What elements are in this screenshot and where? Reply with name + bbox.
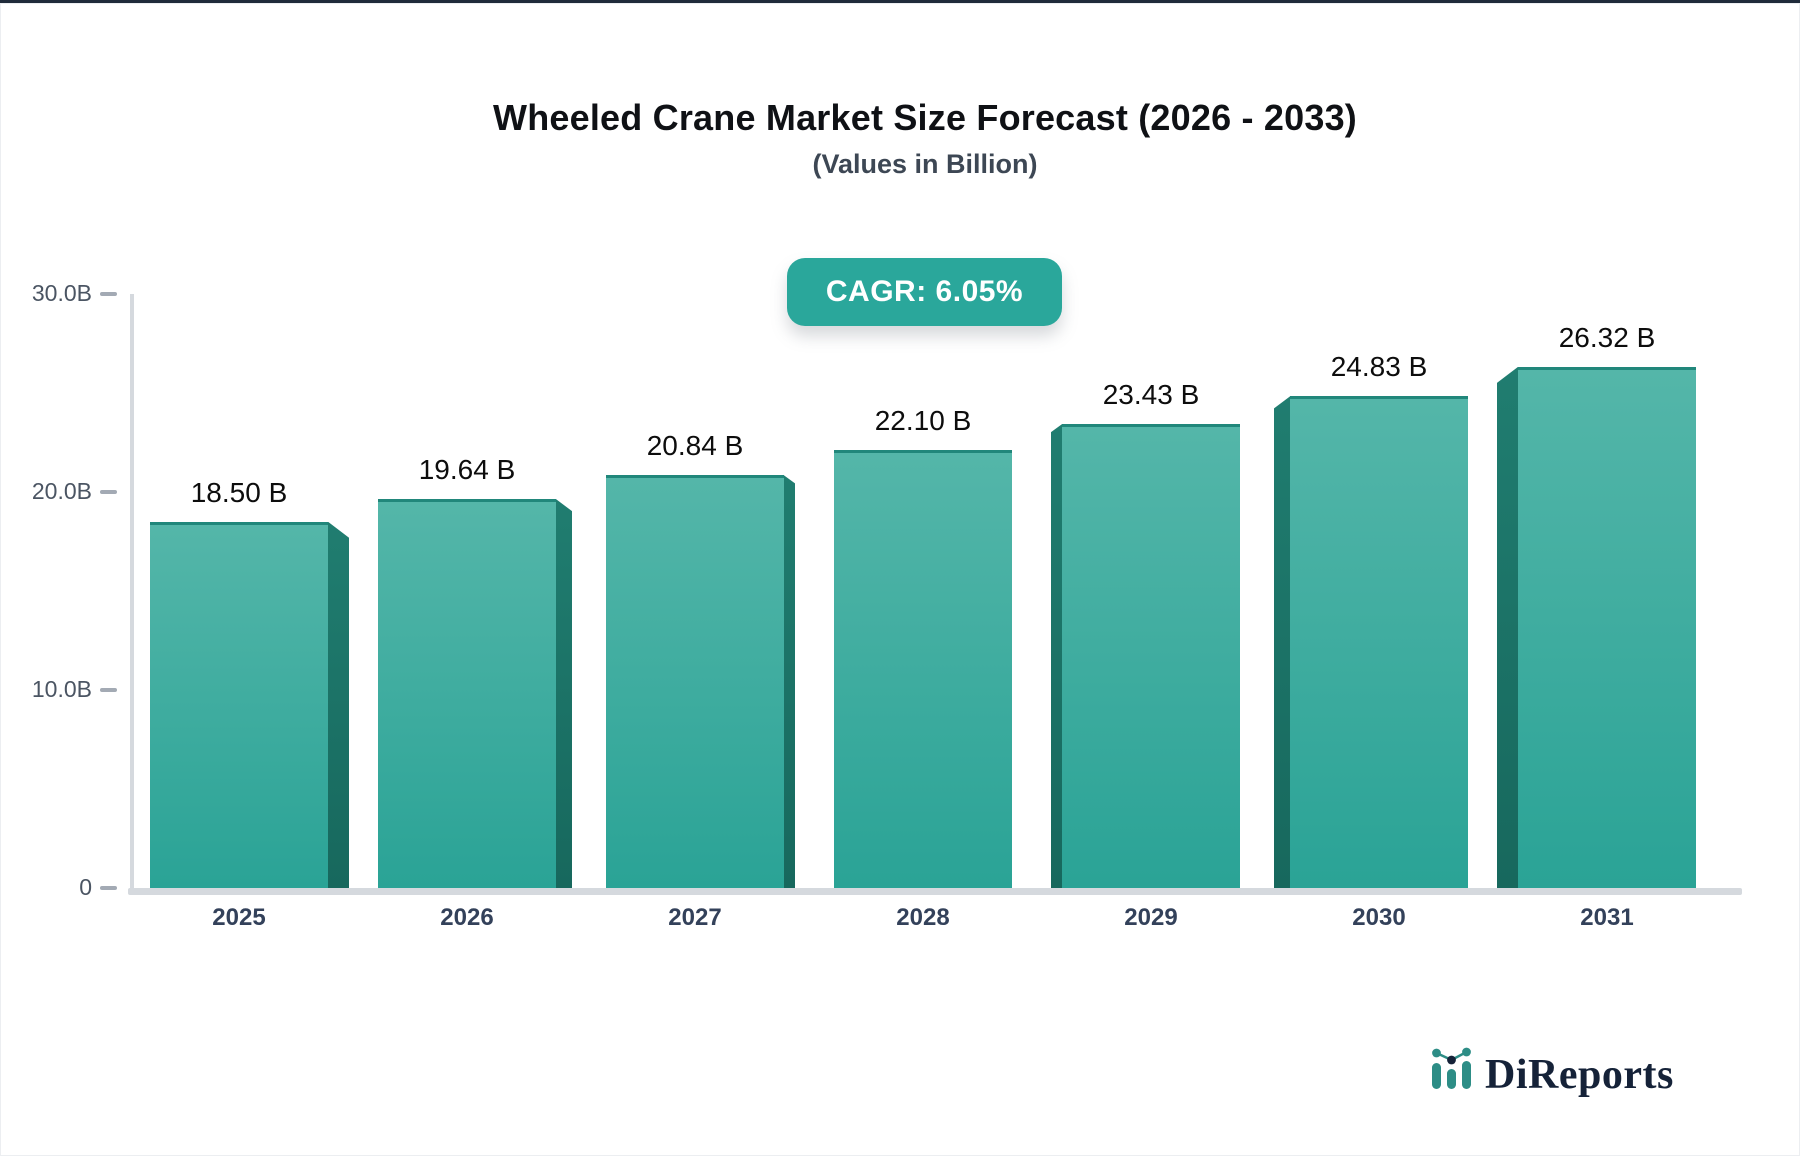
chart-title: Wheeled Crane Market Size Forecast (2026… bbox=[493, 97, 1357, 138]
bar-side-face bbox=[1274, 396, 1290, 888]
x-axis-label: 2028 bbox=[896, 904, 950, 931]
x-axis-line bbox=[128, 888, 1742, 895]
y-axis-tick-mark bbox=[100, 886, 117, 890]
x-axis-label: 2025 bbox=[212, 904, 266, 931]
bar-2029[interactable] bbox=[1051, 424, 1240, 888]
x-axis-label: 2026 bbox=[440, 904, 494, 931]
bar-2031[interactable] bbox=[1497, 366, 1696, 888]
cagr-badge: CAGR: 6.05% bbox=[787, 258, 1062, 326]
y-axis-tick-label: 10.0B bbox=[31, 676, 92, 702]
bar-value-label: 22.10 B bbox=[874, 405, 972, 437]
bar-2027[interactable] bbox=[606, 475, 795, 888]
chart-subtitle: (Values in Billion) bbox=[812, 149, 1038, 179]
x-axis-label: 2031 bbox=[1580, 904, 1634, 931]
x-axis-label: 2027 bbox=[668, 904, 722, 931]
brand-chart-icon bbox=[1432, 1047, 1471, 1089]
x-axis-label: 2029 bbox=[1124, 904, 1178, 931]
y-axis-tick-mark bbox=[100, 490, 117, 494]
y-axis-tick-label: 0 bbox=[79, 874, 92, 900]
bar-2026[interactable] bbox=[378, 499, 572, 888]
bar-front-face bbox=[1518, 366, 1696, 888]
bar-front-face bbox=[1062, 424, 1240, 888]
chart-canvas: Wheeled Crane Market Size Forecast (2026… bbox=[0, 3, 1800, 1159]
bar-front-face bbox=[150, 521, 328, 888]
bar-side-face bbox=[784, 475, 795, 888]
brand-logo[interactable]: DiReports bbox=[1430, 1039, 1674, 1099]
bar-value-label: 26.32 B bbox=[1558, 321, 1656, 353]
bar-value-label: 18.50 B bbox=[190, 476, 288, 508]
y-axis-tick-label: 20.0B bbox=[31, 478, 92, 504]
y-axis-tick-mark bbox=[100, 292, 117, 296]
bar-value-label: 23.43 B bbox=[1102, 379, 1200, 411]
bar-value-label: 20.84 B bbox=[646, 430, 744, 462]
bar-value-label: 24.83 B bbox=[1330, 351, 1428, 383]
bar-side-face bbox=[556, 499, 572, 888]
y-axis-line bbox=[130, 294, 134, 895]
bar-2025[interactable] bbox=[150, 521, 349, 888]
x-axis-label: 2030 bbox=[1352, 904, 1406, 931]
bar-value-label: 19.64 B bbox=[418, 454, 516, 486]
bar-side-face bbox=[328, 521, 349, 888]
y-axis-tick-mark bbox=[100, 688, 117, 692]
bar-front-face bbox=[834, 450, 1012, 888]
bar-front-face bbox=[606, 475, 784, 888]
bar-front-face bbox=[1290, 396, 1468, 888]
brand-logo-text: DiReports bbox=[1485, 1051, 1674, 1098]
bar-2028[interactable] bbox=[834, 450, 1012, 888]
bar-2030[interactable] bbox=[1274, 396, 1468, 888]
bar-front-face bbox=[378, 499, 556, 888]
y-axis-tick-label: 30.0B bbox=[31, 280, 92, 306]
cagr-badge-label: CAGR: 6.05% bbox=[825, 275, 1024, 308]
bar-side-face bbox=[1497, 366, 1518, 888]
bar-side-face bbox=[1051, 424, 1062, 888]
